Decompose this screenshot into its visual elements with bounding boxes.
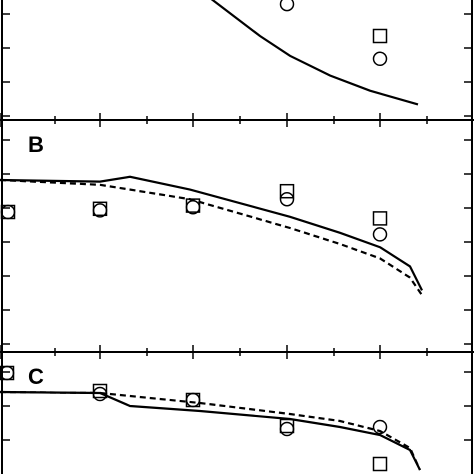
panel-2-label: C <box>28 364 44 389</box>
panel-2-square-marker <box>279 418 295 434</box>
panel-1-circle-marker <box>185 199 201 215</box>
panel-1-circle-marker <box>372 227 388 242</box>
panel-1-circle-marker <box>0 204 16 220</box>
panel-2-circle-marker <box>92 386 108 402</box>
panel-1-label: B <box>28 132 44 157</box>
panel-1-circle-marker <box>92 203 108 218</box>
panel-2-circle-marker <box>372 419 388 435</box>
panel-2-series-dashed <box>0 390 422 471</box>
panel-2-circle-marker <box>0 365 15 381</box>
panel-0-square-marker <box>372 28 388 44</box>
panel-1-square-marker <box>279 183 295 199</box>
panel-1-series-solid <box>0 175 423 291</box>
panel-0-circle-marker <box>279 0 295 12</box>
panel-1-series-dashed <box>0 178 423 296</box>
panel-2-circle-marker <box>185 392 201 408</box>
panel-1-circle-marker <box>279 191 295 207</box>
panel-2-square-marker <box>372 456 388 472</box>
panel-0-series-solid <box>210 0 419 106</box>
panel-1-square-marker <box>372 211 388 226</box>
panel-2-circle-marker <box>279 421 295 437</box>
panel-0-circle-marker <box>372 51 388 67</box>
